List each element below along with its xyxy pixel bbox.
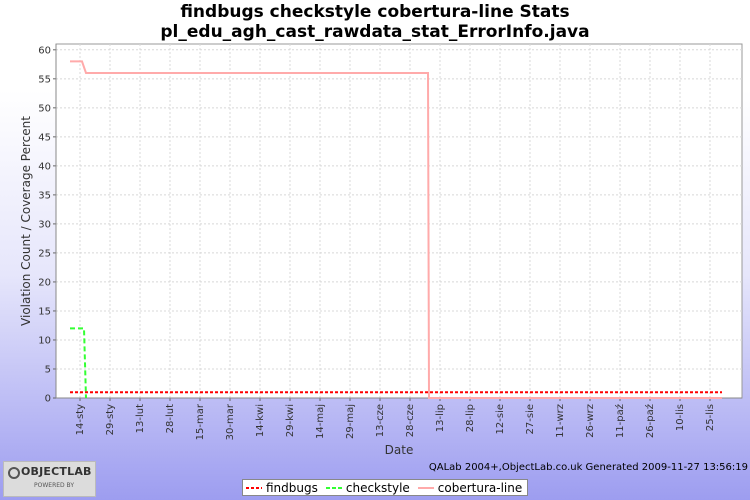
objectlab-logo-icon: [8, 467, 20, 479]
x-tick-label: 28-cze: [405, 404, 416, 437]
x-tick-label: 13-lut: [135, 404, 146, 433]
y-tick-label: 10: [38, 335, 51, 346]
x-tick-label: 14-sty: [75, 404, 86, 435]
series-line-checkstyle: [70, 327, 87, 399]
y-tick-label: 5: [45, 364, 51, 375]
x-tick-label: 13-cze: [375, 404, 386, 437]
x-tick-label: 27-sie: [525, 404, 536, 434]
legend-swatch-findbugs: [246, 486, 262, 489]
y-tick-label: 0: [45, 394, 51, 405]
x-tick-label: 29-sty: [105, 404, 116, 435]
x-tick-label: 29-kwi: [285, 404, 296, 437]
series-line-cobertura-line: [70, 60, 722, 399]
generated-footer: QALab 2004+,ObjectLab.co.uk Generated 20…: [428, 462, 748, 473]
x-tick-label: 26-paź: [644, 404, 656, 438]
logo-name: OBJECTLAB: [21, 465, 92, 478]
x-tick-label: 15-mar: [195, 403, 206, 440]
y-tick-label: 25: [38, 248, 51, 259]
x-tick-label: 29-maj: [345, 404, 356, 439]
logo-tagline: POWERED BY: [34, 482, 75, 489]
legend-item-findbugs: findbugs: [246, 481, 318, 495]
x-tick-label: 10-lis: [675, 404, 686, 431]
x-tick-label: 25-lis: [705, 404, 716, 431]
chart-subtitle: pl_edu_agh_cast_rawdata_stat_ErrorInfo.j…: [160, 22, 590, 42]
legend-item-checkstyle: checkstyle: [325, 480, 410, 495]
legend-item-cobertura-line: cobertura-line: [417, 480, 523, 495]
objectlab-logo: OBJECTLAB POWERED BY: [3, 461, 96, 497]
x-tick-label: 11-paź: [614, 404, 626, 438]
y-tick-label: 45: [38, 132, 51, 143]
y-tick-label: 55: [38, 74, 51, 85]
y-tick-label: 35: [38, 190, 51, 201]
y-axis-label: Violation Count / Coverage Percent: [19, 116, 33, 326]
y-tick-label: 60: [38, 45, 51, 56]
y-tick-label: 30: [38, 219, 51, 230]
y-tick-label: 20: [38, 277, 51, 288]
x-tick-label: 13-lip: [435, 404, 446, 432]
legend-swatch-checkstyle: [325, 486, 342, 489]
chart-title: findbugs checkstyle cobertura-line Stats: [180, 2, 570, 22]
plot-area: [55, 43, 743, 399]
x-axis-label: Date: [385, 443, 414, 457]
x-tick-label: 26-wrz: [585, 404, 596, 438]
y-tick-label: 50: [38, 103, 51, 114]
x-tick-label: 12-sie: [495, 404, 506, 434]
legend-label-findbugs: findbugs: [266, 480, 318, 495]
y-tick-label: 40: [38, 161, 51, 172]
x-tick-label: 14-kwi: [255, 404, 266, 437]
x-tick-label: 30-mar: [225, 403, 236, 440]
legend-label-checkstyle: checkstyle: [345, 480, 410, 495]
x-tick-label: 11-wrz: [555, 404, 566, 438]
x-tick-label: 28-lut: [165, 404, 176, 433]
y-tick-label: 15: [38, 306, 51, 317]
legend-swatch-cobertura-line: [417, 486, 434, 489]
chart-legend: findbugs checkstyle cobertura-line: [242, 479, 529, 496]
x-tick-label: 28-lip: [465, 404, 476, 432]
x-tick-label: 14-maj: [315, 404, 326, 439]
legend-label-cobertura-line: cobertura-line: [437, 480, 523, 495]
